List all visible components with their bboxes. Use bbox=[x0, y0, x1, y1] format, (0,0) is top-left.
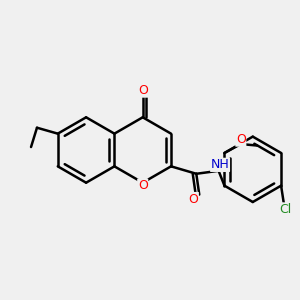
Text: NH: NH bbox=[211, 158, 230, 171]
Text: O: O bbox=[236, 133, 246, 146]
Text: O: O bbox=[188, 193, 198, 206]
Text: O: O bbox=[138, 179, 148, 192]
Text: O: O bbox=[138, 84, 148, 97]
Text: Cl: Cl bbox=[279, 203, 292, 216]
